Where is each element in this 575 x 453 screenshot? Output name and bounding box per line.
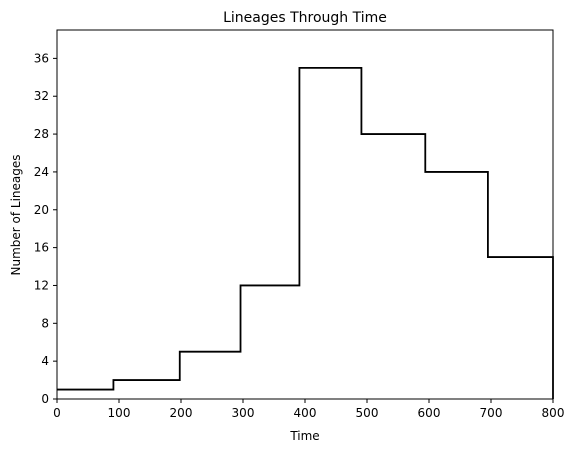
y-axis-label: Number of Lineages xyxy=(9,154,23,275)
x-tick-label: 400 xyxy=(294,406,317,420)
y-tick-label: 8 xyxy=(41,316,49,330)
y-tick-label: 36 xyxy=(34,51,49,65)
lineage-step-line xyxy=(57,66,554,399)
x-tick-label: 200 xyxy=(170,406,193,420)
y-tick-label: 4 xyxy=(41,354,49,368)
plot-area xyxy=(57,66,554,399)
x-axis: 0 100 200 300 400 500 600 700 800 xyxy=(53,399,564,420)
y-tick-label: 0 xyxy=(41,392,49,406)
plot-frame xyxy=(56,29,554,400)
y-axis: 0 4 8 12 16 20 24 28 32 36 xyxy=(34,51,57,406)
x-tick-label: 100 xyxy=(108,406,131,420)
x-tick-label: 700 xyxy=(480,406,503,420)
y-tick-label: 28 xyxy=(34,127,49,141)
x-tick-label: 300 xyxy=(232,406,255,420)
x-tick-label: 500 xyxy=(356,406,379,420)
y-tick-label: 32 xyxy=(34,89,49,103)
y-tick-label: 12 xyxy=(34,278,49,292)
y-tick-label: 20 xyxy=(34,203,49,217)
y-tick-label: 16 xyxy=(34,241,49,255)
x-axis-label: Time xyxy=(289,429,319,443)
y-tick-label: 24 xyxy=(34,165,49,179)
x-tick-label: 800 xyxy=(542,406,565,420)
chart-title: Lineages Through Time xyxy=(223,10,387,26)
x-tick-label: 600 xyxy=(418,406,441,420)
x-tick-label: 0 xyxy=(53,406,61,420)
